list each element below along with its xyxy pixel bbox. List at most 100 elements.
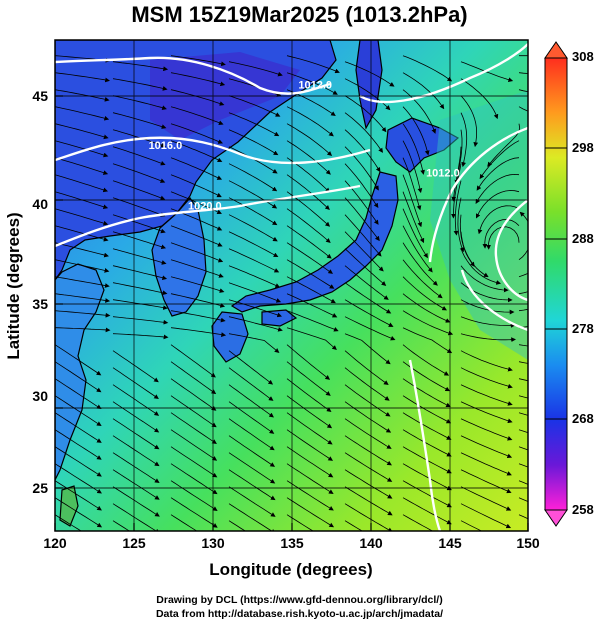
streamline — [55, 225, 109, 242]
streamline — [228, 333, 280, 354]
streamline — [344, 282, 392, 314]
streamline — [112, 248, 167, 265]
streamline — [402, 89, 437, 134]
streamline — [112, 503, 160, 531]
streamline — [286, 72, 338, 95]
streamline — [344, 248, 387, 286]
x-axis — [54, 523, 529, 531]
streamline — [344, 333, 391, 365]
streamline — [286, 55, 340, 74]
streamline — [460, 95, 479, 148]
streamline — [228, 163, 278, 192]
streamline — [170, 89, 225, 106]
streamline — [344, 469, 393, 499]
isobar-1012-east — [408, 126, 528, 531]
streamline — [286, 123, 333, 156]
streamline — [55, 242, 109, 258]
streamline — [482, 219, 520, 249]
y-axis-title: Latitude (degrees) — [4, 212, 23, 359]
streamline — [344, 367, 390, 401]
streamline — [170, 514, 198, 531]
streamline — [461, 538, 509, 563]
streamline — [344, 418, 392, 449]
streamline — [344, 61, 395, 87]
streamline — [460, 503, 512, 529]
streamline — [344, 95, 387, 133]
streamline — [170, 429, 218, 461]
streamline — [518, 106, 528, 112]
streamline — [170, 55, 226, 67]
isobar-labels: 1012.0 1016.0 1020.0 1012.0 — [149, 80, 460, 213]
colorbar-label: 288 — [572, 231, 594, 246]
streamline — [55, 327, 111, 333]
streamline — [55, 72, 110, 83]
streamline — [228, 95, 281, 117]
streamline — [460, 282, 513, 303]
streamline — [475, 173, 520, 204]
streamline — [170, 259, 224, 278]
streamline — [402, 412, 452, 440]
streamline — [402, 106, 430, 156]
streamline — [55, 361, 102, 393]
streamline — [112, 350, 159, 383]
streamline — [228, 180, 278, 209]
streamline — [228, 316, 283, 332]
streamline — [112, 435, 160, 467]
colorbar-label: 258 — [572, 502, 594, 517]
isobar-1020 — [55, 184, 361, 248]
streamline — [112, 367, 159, 400]
streamline — [170, 480, 218, 511]
streamline — [344, 520, 363, 531]
streamline — [228, 112, 280, 137]
streamline — [112, 418, 160, 450]
streamline — [286, 276, 336, 304]
y-tick-label: 25 — [32, 480, 48, 496]
streamline — [112, 316, 169, 325]
streamline — [344, 214, 382, 257]
streamline — [55, 106, 110, 121]
streamline — [55, 89, 110, 102]
streamline — [402, 72, 445, 110]
streamline — [55, 208, 109, 226]
streamline — [286, 514, 314, 531]
streamline — [228, 231, 279, 258]
streamline — [479, 140, 520, 180]
isobar-low-inner — [460, 199, 528, 332]
streamline — [402, 395, 452, 424]
streamline — [344, 146, 379, 191]
streamline — [453, 180, 462, 236]
map-title: MSM 15Z19Mar2025 (1013.2hPa) — [131, 2, 468, 27]
x-tick-label: 135 — [280, 535, 304, 551]
streamline — [112, 163, 166, 183]
streamline — [460, 316, 516, 328]
streamline — [112, 486, 160, 517]
streamline — [286, 225, 332, 259]
streamline — [170, 344, 216, 378]
streamline — [112, 401, 160, 433]
streamline — [170, 310, 226, 323]
streamline — [112, 78, 168, 91]
streamline — [112, 265, 168, 281]
isobar-label: 1012.0 — [298, 80, 332, 92]
streamline — [450, 163, 462, 219]
streamline — [344, 197, 380, 242]
shikoku — [261, 309, 298, 327]
streamline — [112, 129, 166, 148]
streamline — [344, 452, 393, 482]
streamline — [460, 418, 513, 441]
streamline — [228, 503, 276, 531]
streamline — [55, 293, 111, 303]
streamline — [286, 497, 335, 528]
streamline — [286, 429, 334, 461]
lonlat-grid — [55, 40, 528, 531]
streamline — [344, 384, 391, 417]
streamline — [477, 205, 520, 235]
streamline — [402, 276, 447, 311]
streamline — [451, 146, 462, 202]
streamline — [286, 293, 338, 318]
streamline — [170, 106, 224, 125]
streamline — [344, 231, 384, 272]
streamline — [460, 367, 513, 389]
streamline — [55, 514, 82, 531]
